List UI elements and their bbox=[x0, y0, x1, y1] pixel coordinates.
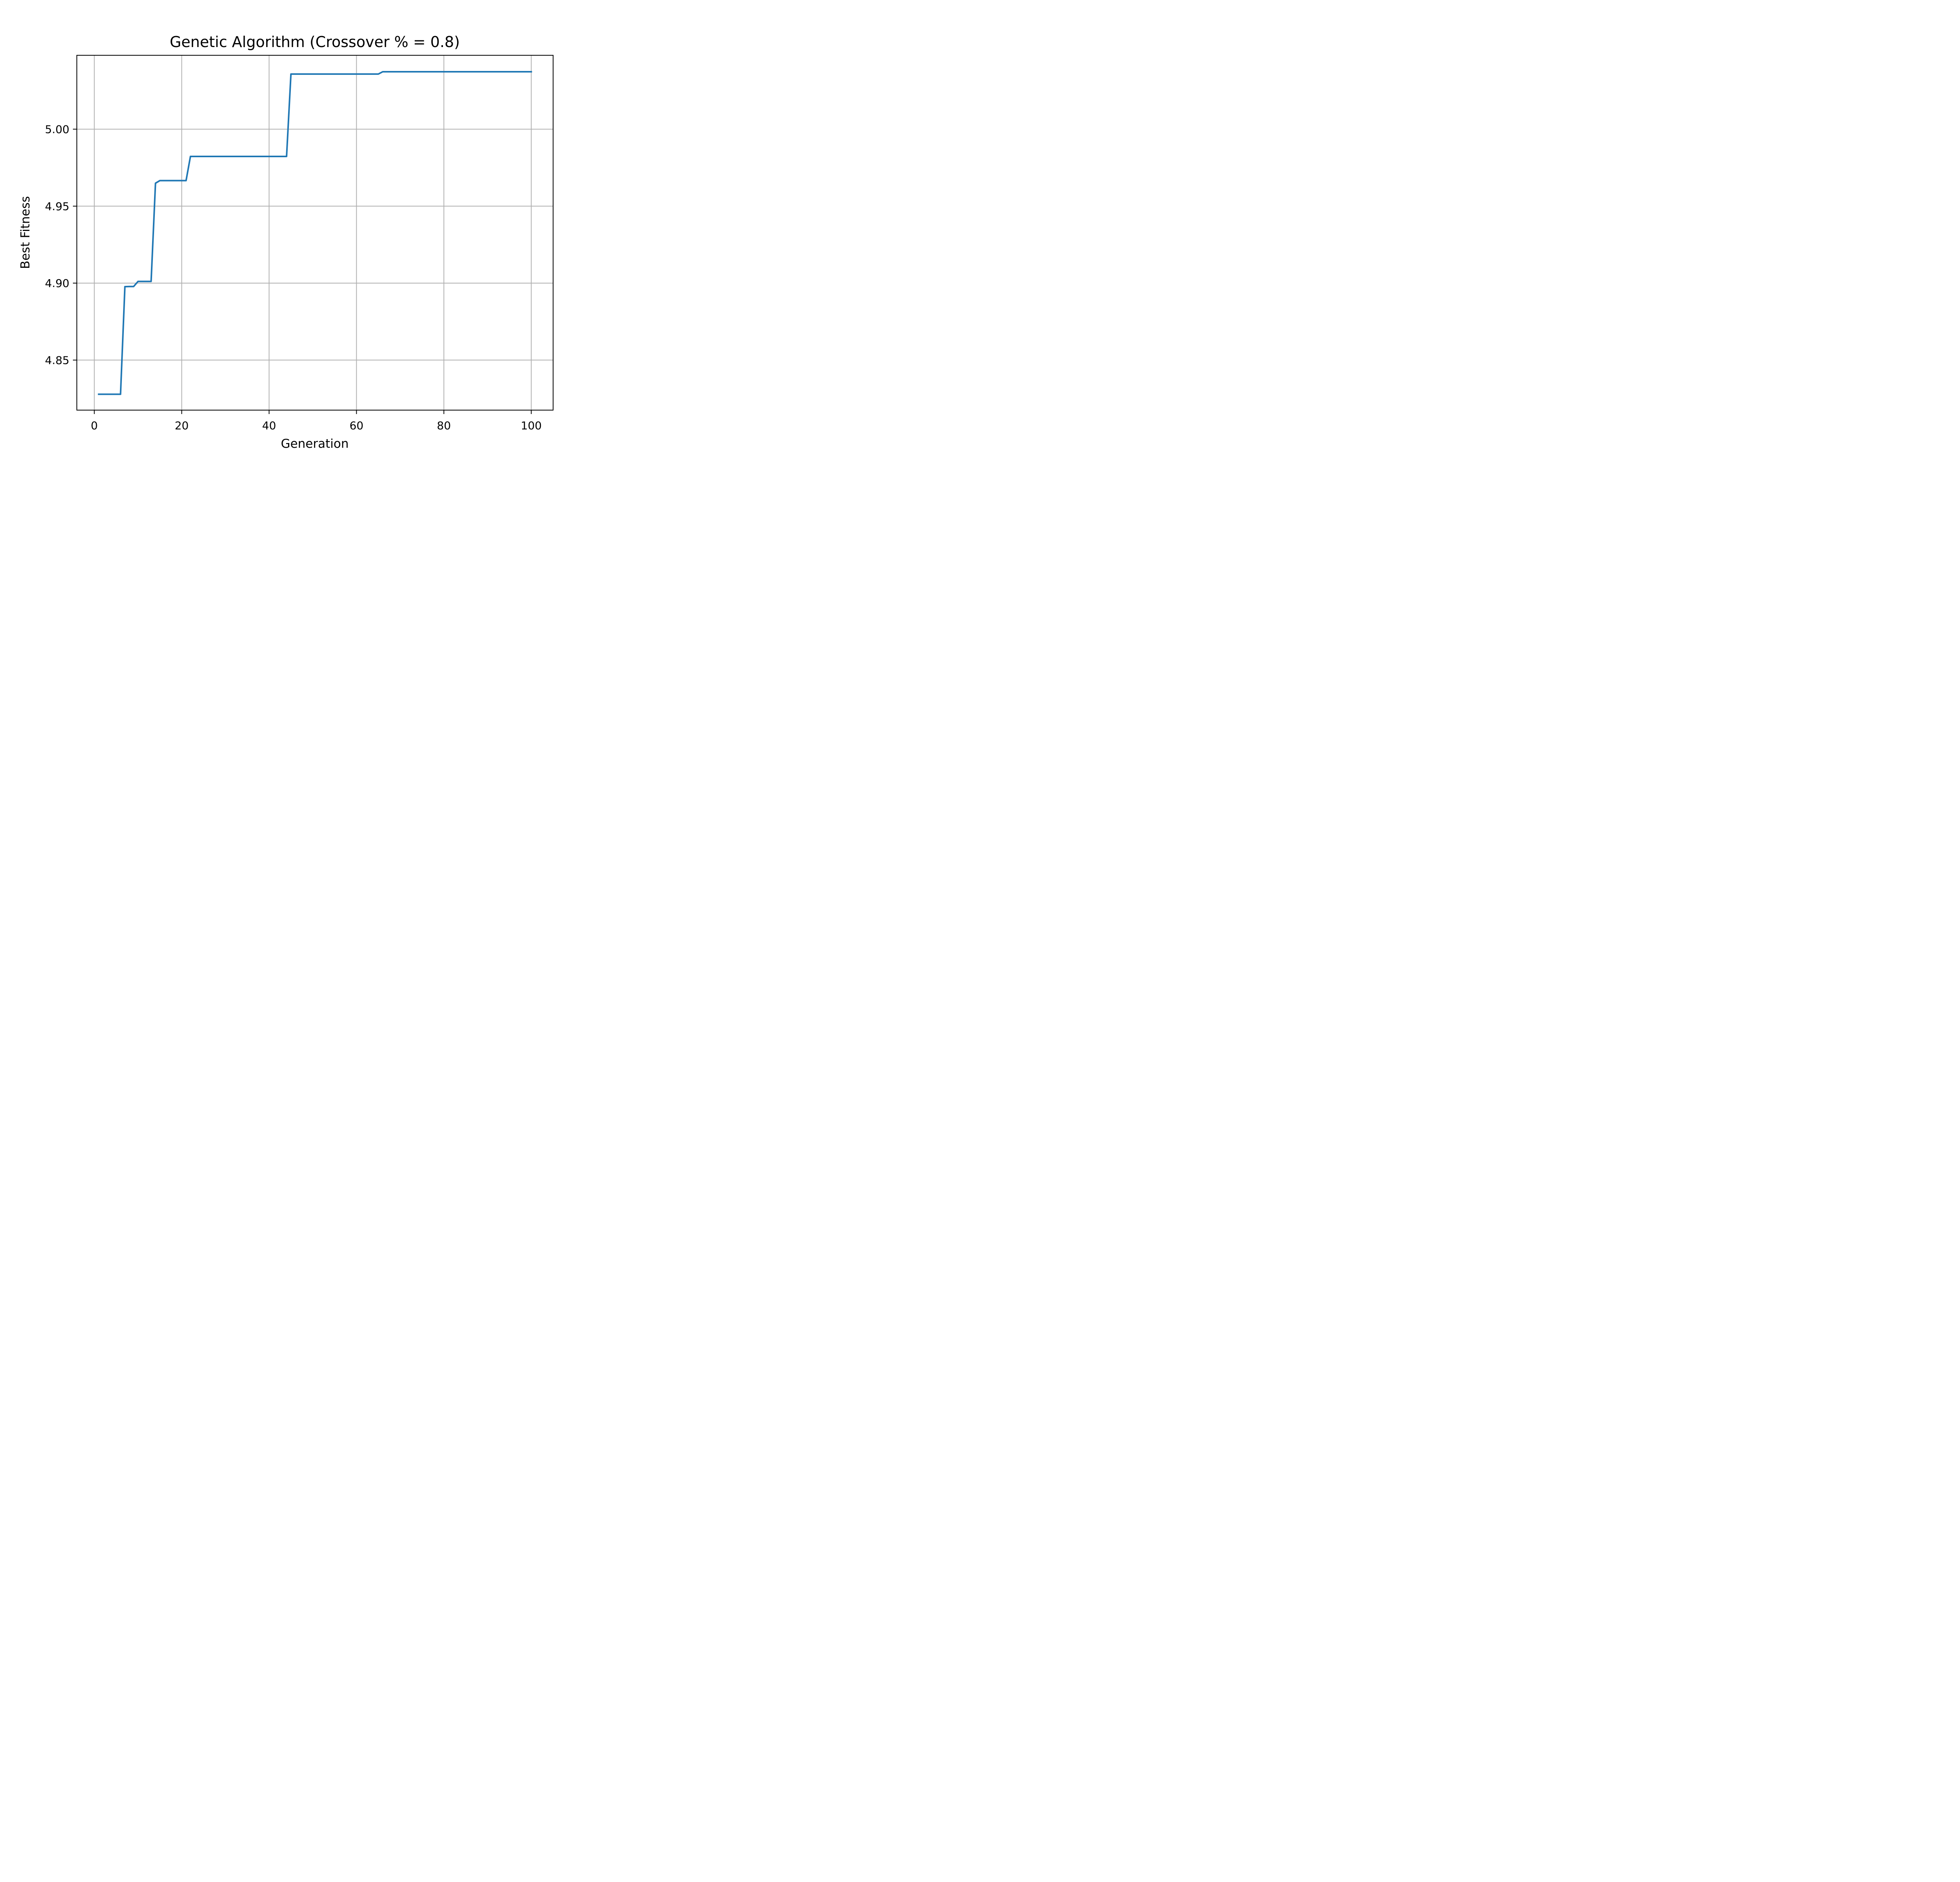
x-axis-label: Generation bbox=[281, 437, 349, 451]
y-tick-label: 4.90 bbox=[45, 277, 69, 290]
x-tick-label: 40 bbox=[262, 419, 276, 432]
line-chart: 0 20 40 60 80 100 4.85 4.90 4.95 5.00 Genetic Alg… bbox=[0, 0, 606, 454]
y-tick-label: 4.85 bbox=[45, 354, 69, 367]
axes-frame bbox=[76, 55, 554, 411]
plot-area bbox=[77, 55, 553, 410]
grid-lines bbox=[77, 55, 553, 410]
y-tick-label: 4.95 bbox=[45, 200, 69, 213]
series-line-best-fitness bbox=[98, 71, 532, 395]
x-tick-label: 0 bbox=[91, 419, 98, 432]
ticks: 0 20 40 60 80 100 4.85 4.90 4.95 5.00 bbox=[45, 123, 542, 432]
y-tick-label: 5.00 bbox=[45, 123, 69, 136]
x-tick-label: 20 bbox=[175, 419, 189, 432]
x-tick-label: 100 bbox=[521, 419, 542, 432]
series-layer bbox=[98, 71, 532, 395]
chart-title: Genetic Algorithm (Crossover % = 0.8) bbox=[170, 33, 460, 51]
x-tick-label: 80 bbox=[437, 419, 451, 432]
x-tick-label: 60 bbox=[350, 419, 364, 432]
y-axis-label: Best Fitness bbox=[18, 196, 33, 269]
